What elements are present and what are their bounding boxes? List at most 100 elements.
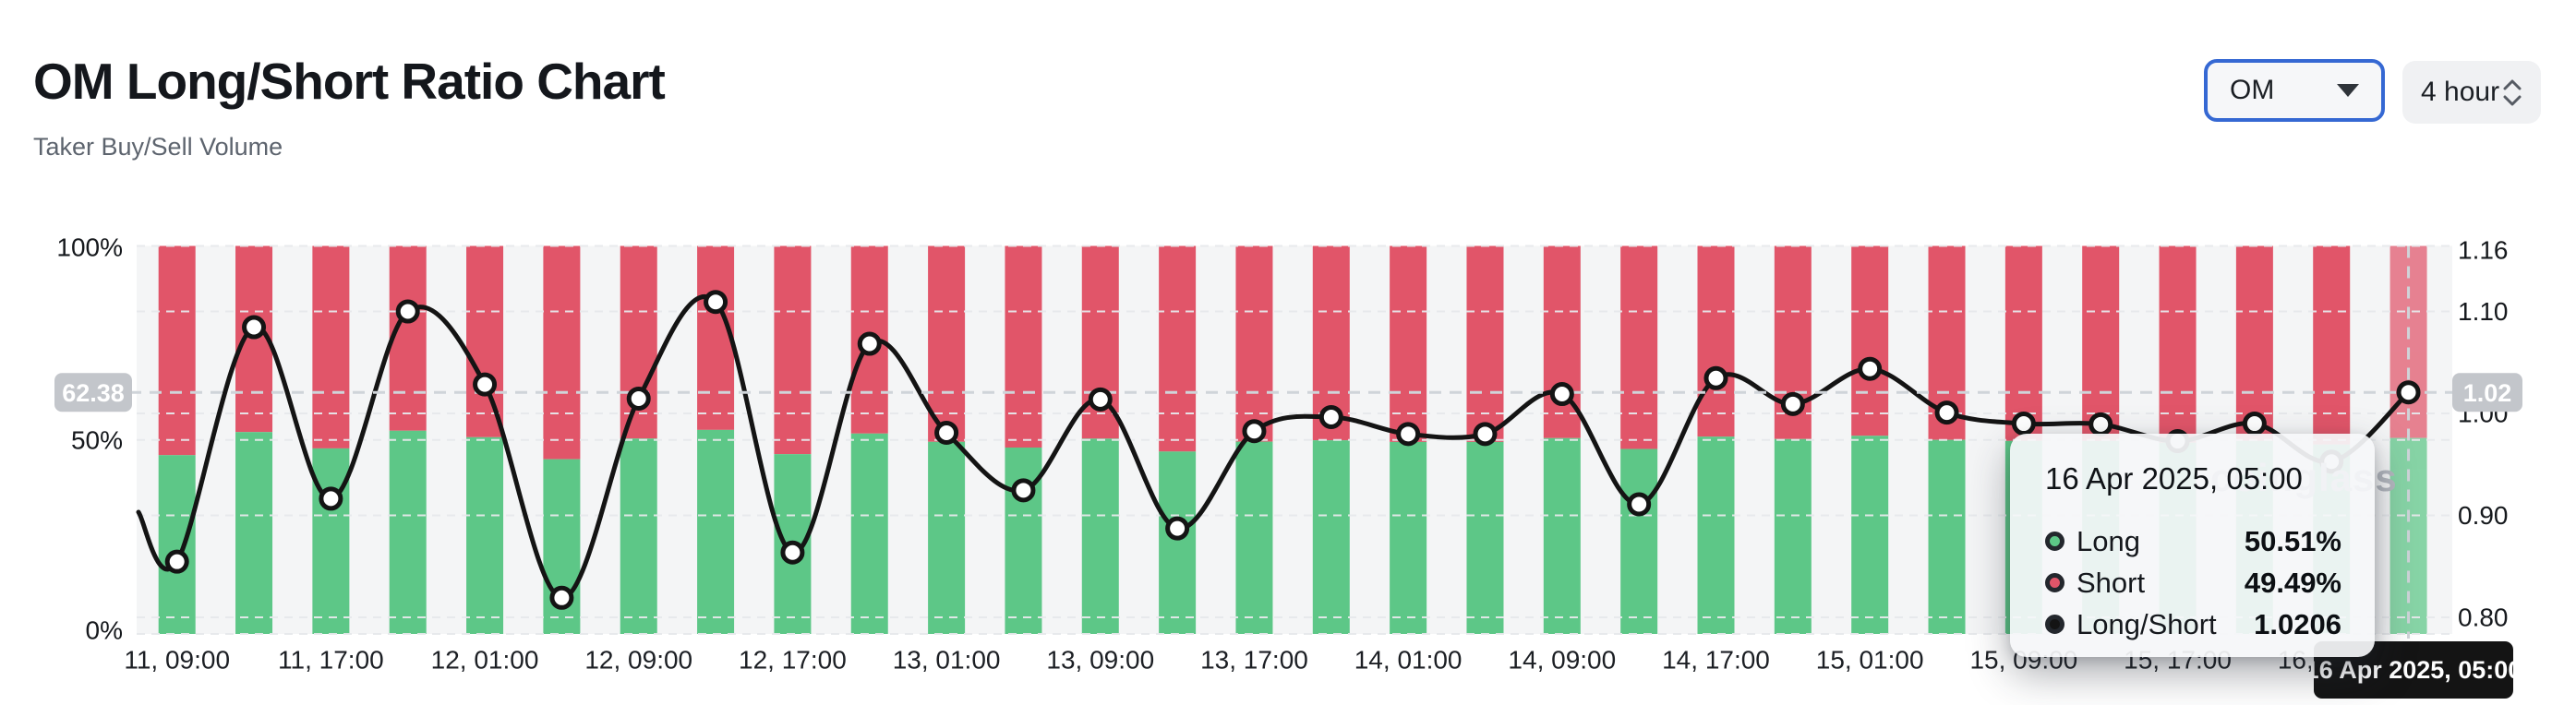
page-title: OM Long/Short Ratio Chart xyxy=(33,53,666,110)
ratio-line-point[interactable] xyxy=(2396,380,2421,405)
ratio-line-point[interactable] xyxy=(2011,412,2036,436)
bar-group[interactable] xyxy=(466,245,504,635)
bar-group[interactable] xyxy=(312,245,350,635)
right-axis-current-badge xyxy=(2452,373,2522,412)
long-bar-segment[interactable] xyxy=(1235,441,1273,634)
long-bar-segment[interactable] xyxy=(620,438,657,634)
long-bar-segment[interactable] xyxy=(235,432,273,634)
short-bar-segment[interactable] xyxy=(1235,245,1273,442)
short-bar-segment[interactable] xyxy=(1620,245,1658,449)
long-bar-segment[interactable] xyxy=(1390,441,1427,634)
long-bar-segment[interactable] xyxy=(1005,447,1042,634)
bar-group[interactable] xyxy=(1697,245,1735,635)
ratio-line-point[interactable] xyxy=(242,315,267,340)
ratio-line-point[interactable] xyxy=(1858,356,1883,381)
bar-group[interactable] xyxy=(928,245,966,635)
ratio-line-point[interactable] xyxy=(1934,400,1959,425)
ratio-line-point[interactable] xyxy=(164,549,189,574)
ratio-line-point[interactable] xyxy=(1396,422,1421,447)
bar-group[interactable] xyxy=(1390,245,1427,635)
ratio-line-point[interactable] xyxy=(2242,412,2267,436)
ratio-line-point[interactable] xyxy=(319,486,343,511)
long-bar-segment[interactable] xyxy=(1928,439,1966,634)
short-bar-segment[interactable] xyxy=(466,245,504,437)
bar-group[interactable] xyxy=(1620,245,1658,635)
bar-group[interactable] xyxy=(1774,245,1812,635)
bar-group[interactable] xyxy=(1312,245,1350,635)
symbol-select[interactable]: OM xyxy=(2204,59,2385,122)
short-bar-segment[interactable] xyxy=(2159,245,2197,443)
long-bar-segment[interactable] xyxy=(850,433,888,634)
short-bar-segment[interactable] xyxy=(2082,245,2120,441)
symbol-select-value: OM xyxy=(2230,75,2275,105)
long-bar-segment[interactable] xyxy=(158,455,196,634)
short-bar-segment[interactable] xyxy=(2004,245,2042,441)
ratio-line-point[interactable] xyxy=(1627,492,1652,517)
long-bar-segment[interactable] xyxy=(1543,437,1581,634)
ratio-line-point[interactable] xyxy=(1011,478,1036,503)
short-bar-segment[interactable] xyxy=(1697,245,1735,437)
short-bar-segment[interactable] xyxy=(1851,245,1889,436)
ratio-line-point[interactable] xyxy=(1780,391,1805,416)
ratio-line-point[interactable] xyxy=(1242,419,1267,444)
tooltip-row-long: Long 50.51% xyxy=(2045,520,2341,562)
long-bar-segment[interactable] xyxy=(1774,438,1812,634)
bar-group[interactable] xyxy=(1235,245,1273,635)
long-bar-segment[interactable] xyxy=(1312,440,1350,634)
interval-select[interactable]: 4 hour xyxy=(2402,61,2541,124)
bar-group[interactable] xyxy=(1466,245,1504,635)
short-bar-segment[interactable] xyxy=(1466,245,1504,442)
short-bar-segment[interactable] xyxy=(543,245,581,460)
ratio-line-point[interactable] xyxy=(626,386,651,411)
long-bar-segment[interactable] xyxy=(312,448,350,634)
short-bar-segment[interactable] xyxy=(1005,245,1042,448)
bar-group[interactable] xyxy=(158,245,196,635)
ratio-line-point[interactable] xyxy=(934,420,959,445)
short-bar-segment[interactable] xyxy=(389,245,427,431)
short-bar-segment[interactable] xyxy=(928,245,966,442)
long-bar-segment[interactable] xyxy=(466,436,504,634)
short-bar-segment[interactable] xyxy=(158,245,196,456)
short-bar-segment[interactable] xyxy=(312,245,350,448)
long-bar-segment[interactable] xyxy=(1620,448,1658,634)
short-bar-segment[interactable] xyxy=(697,245,735,430)
bar-group[interactable] xyxy=(1543,245,1581,635)
long-bar-segment[interactable] xyxy=(1697,436,1735,634)
ratio-line-point[interactable] xyxy=(2088,412,2113,436)
tooltip-row-ratio: Long/Short 1.0206 xyxy=(2045,603,2341,645)
long-bar-segment[interactable] xyxy=(389,430,427,634)
ratio-line-point[interactable] xyxy=(1549,382,1574,407)
ratio-line-point[interactable] xyxy=(473,372,498,397)
short-bar-segment[interactable] xyxy=(2313,245,2351,445)
long-bar-segment[interactable] xyxy=(1851,436,1889,634)
bar-group[interactable] xyxy=(697,245,735,635)
long-bar-segment[interactable] xyxy=(928,441,966,634)
ratio-line-point[interactable] xyxy=(1165,516,1190,541)
short-bar-segment[interactable] xyxy=(2235,245,2273,441)
left-axis-tick-label: 0% xyxy=(86,616,123,645)
ratio-line-point[interactable] xyxy=(1473,422,1498,447)
long-bar-segment[interactable] xyxy=(697,429,735,634)
ratio-line-point[interactable] xyxy=(704,290,728,315)
long-bar-segment[interactable] xyxy=(1466,441,1504,634)
ratio-line-point[interactable] xyxy=(780,540,805,565)
ratio-line-point[interactable] xyxy=(1703,365,1728,390)
bar-group[interactable] xyxy=(543,245,581,635)
ratio-line-point[interactable] xyxy=(395,299,420,324)
bar-group[interactable] xyxy=(1851,245,1889,635)
ratio-line-point[interactable] xyxy=(549,585,574,610)
bar-group[interactable] xyxy=(1159,245,1197,635)
bar-group[interactable] xyxy=(389,245,427,635)
long-bar-segment[interactable] xyxy=(1081,438,1119,634)
tooltip-row-value: 50.51% xyxy=(2244,524,2341,557)
long-bar-segment[interactable] xyxy=(1159,451,1197,634)
short-bar-segment[interactable] xyxy=(1390,245,1427,442)
ratio-line-point[interactable] xyxy=(857,331,882,356)
short-bar-segment[interactable] xyxy=(1159,245,1197,452)
ratio-line-point[interactable] xyxy=(1088,387,1113,412)
x-axis-tick-label: 14, 09:00 xyxy=(1508,646,1616,675)
short-bar-segment[interactable] xyxy=(774,245,812,455)
bar-group[interactable] xyxy=(235,245,273,635)
ratio-line-point[interactable] xyxy=(1318,404,1343,429)
